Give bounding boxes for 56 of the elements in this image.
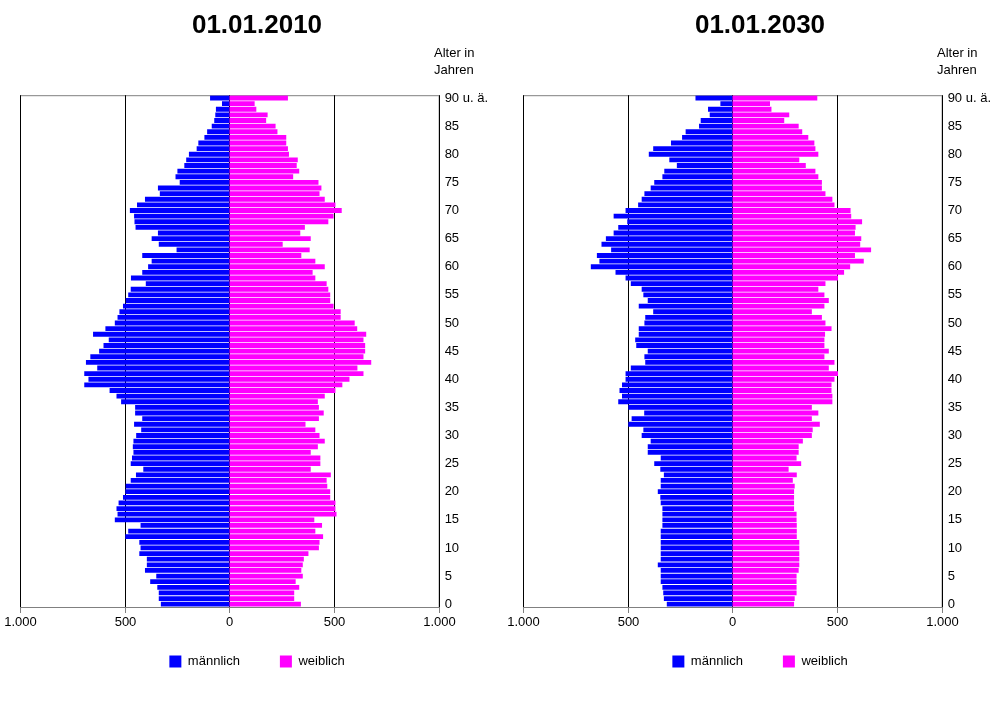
y-tick-label: 5 — [444, 567, 452, 583]
y-tick-label: 80 — [444, 145, 460, 161]
y-tick-label: 35 — [947, 398, 963, 414]
y-tick-label: 40 — [444, 370, 460, 386]
y-axis-title: Alter in Jahren — [937, 44, 979, 78]
y-tick-label: 90 u. ä. — [947, 89, 992, 105]
y-tick-label: 15 — [947, 511, 963, 527]
x-tick-label: 500 — [826, 614, 849, 630]
y-tick-label: 75 — [444, 173, 460, 189]
legend-label: männlich — [187, 653, 240, 669]
y-tick-label: 70 — [444, 202, 460, 218]
y-tick-label: 25 — [444, 455, 460, 471]
y-tick-label: 85 — [444, 117, 460, 133]
y-tick-label: 15 — [444, 511, 460, 527]
y-tick-label: 65 — [444, 230, 460, 246]
x-tick-label: 500 — [114, 614, 137, 630]
x-tick-label: 1.000 — [423, 614, 456, 630]
y-tick-label: 60 — [947, 258, 963, 274]
y-tick-label: 30 — [444, 427, 460, 443]
y-tick-label: 90 u. ä. — [444, 89, 489, 105]
legend-label: männlich — [690, 653, 743, 669]
y-tick-label: 45 — [444, 342, 460, 358]
y-tick-label: 10 — [947, 539, 963, 555]
y-tick-label: 75 — [947, 173, 963, 189]
y-tick-label: 55 — [947, 286, 963, 302]
y-tick-label: 10 — [444, 539, 460, 555]
y-tick-label: 50 — [444, 314, 460, 330]
x-tick-label: 1.000 — [926, 614, 959, 630]
x-tick-label: 1.000 — [507, 614, 540, 630]
legend-label: weiblich — [297, 653, 345, 669]
y-tick-label: 25 — [947, 455, 963, 471]
y-tick-label: 35 — [444, 398, 460, 414]
y-tick-label: 70 — [947, 202, 963, 218]
y-tick-label: 65 — [947, 230, 963, 246]
y-tick-label: 20 — [444, 483, 460, 499]
y-tick-label: 50 — [947, 314, 963, 330]
y-axis-title: Alter in Jahren — [434, 44, 476, 78]
y-tick-label: 5 — [947, 567, 955, 583]
y-tick-label: 0 — [947, 595, 955, 611]
x-tick-label: 0 — [728, 614, 737, 630]
chart-title: 01.01.2030 — [694, 8, 826, 39]
y-tick-label: 20 — [947, 483, 963, 499]
x-tick-label: 1.000 — [4, 614, 37, 630]
y-tick-label: 45 — [947, 342, 963, 358]
y-tick-label: 0 — [444, 595, 452, 611]
y-tick-label: 30 — [947, 427, 963, 443]
y-tick-label: 55 — [444, 286, 460, 302]
y-tick-label: 80 — [947, 145, 963, 161]
y-tick-label: 40 — [947, 370, 963, 386]
y-tick-label: 85 — [947, 117, 963, 133]
chart-title: 01.01.2010 — [191, 8, 323, 39]
x-tick-label: 500 — [323, 614, 346, 630]
legend-label: weiblich — [800, 653, 848, 669]
x-tick-label: 0 — [225, 614, 234, 630]
x-tick-label: 500 — [617, 614, 640, 630]
y-tick-label: 60 — [444, 258, 460, 274]
